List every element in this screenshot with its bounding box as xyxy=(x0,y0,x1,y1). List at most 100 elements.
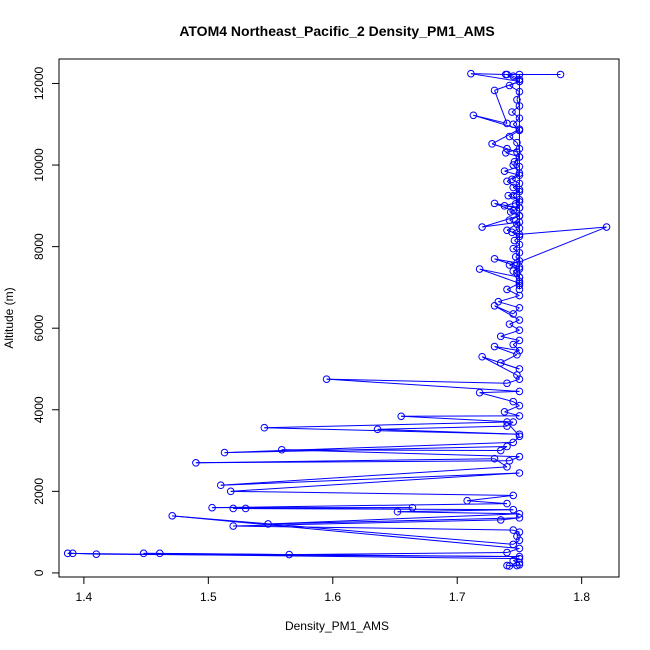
data-point xyxy=(509,505,518,514)
series-segment xyxy=(504,166,520,172)
data-point xyxy=(503,561,511,570)
series-segment xyxy=(516,535,520,541)
data-point xyxy=(220,448,229,457)
series-segment xyxy=(512,344,520,351)
series-segment xyxy=(491,143,508,150)
series-segment xyxy=(506,547,520,554)
data-point xyxy=(513,259,521,267)
data-point xyxy=(285,550,294,559)
data-point xyxy=(92,550,101,558)
series-segment xyxy=(494,346,518,356)
data-point xyxy=(509,244,518,253)
series-segment xyxy=(509,136,518,144)
series-segment xyxy=(509,323,520,331)
series-segment xyxy=(479,390,520,394)
series-segment xyxy=(281,449,501,452)
data-point xyxy=(515,336,524,345)
data-point xyxy=(501,70,510,79)
data-point xyxy=(515,75,524,84)
series-segment xyxy=(512,156,520,166)
series-segment xyxy=(230,490,514,496)
data-point xyxy=(503,442,511,451)
series-segment xyxy=(494,346,520,352)
data-point xyxy=(515,263,524,271)
series-segment xyxy=(401,415,514,423)
series-segment xyxy=(479,392,514,403)
x-tick-label: 1.7 xyxy=(449,590,466,604)
data-point xyxy=(505,562,514,570)
series-segment xyxy=(506,180,520,190)
data-point xyxy=(515,87,524,96)
y-tick-label: 0 xyxy=(32,569,46,576)
data-point xyxy=(509,438,518,447)
data-point xyxy=(515,401,524,410)
series-segment xyxy=(172,515,514,545)
y-tick-label: 8000 xyxy=(32,233,46,260)
data-point xyxy=(496,446,505,455)
data-point xyxy=(515,412,524,420)
data-point xyxy=(515,218,524,226)
plot-frame xyxy=(58,58,620,578)
data-point xyxy=(503,177,511,186)
series-segment xyxy=(397,509,514,513)
data-point xyxy=(515,432,524,441)
series-segment xyxy=(516,226,607,264)
data-point xyxy=(139,549,148,558)
data-point xyxy=(515,185,524,194)
y-tick-label: 10000 xyxy=(32,148,46,182)
data-point xyxy=(503,119,511,128)
series-segment xyxy=(481,215,520,228)
data-point xyxy=(513,220,521,228)
series-segment xyxy=(220,466,508,486)
data-point xyxy=(510,236,519,245)
series-segment xyxy=(233,525,514,531)
y-tick-label: 4000 xyxy=(32,396,46,423)
series-segment xyxy=(264,427,520,435)
data-point xyxy=(260,423,269,432)
y-tick-label: 2000 xyxy=(32,478,46,505)
series-segment xyxy=(467,500,508,505)
series-segment xyxy=(224,441,514,454)
y-axis: 0 2000 4000 6000 8000 10000 12000 xyxy=(32,66,60,576)
series-segment xyxy=(516,374,520,380)
data-point xyxy=(156,549,164,558)
series-segment xyxy=(509,85,520,93)
data-point xyxy=(509,161,518,169)
data-point xyxy=(505,320,514,328)
series-segment xyxy=(511,105,520,113)
x-tick-label: 1.8 xyxy=(573,590,590,604)
data-point xyxy=(515,326,524,335)
data-point xyxy=(515,536,524,545)
data-point xyxy=(490,199,499,208)
series-segment xyxy=(504,405,520,413)
data-point xyxy=(505,261,514,269)
x-tick-label: 1.4 xyxy=(76,590,93,604)
data-point xyxy=(515,291,524,300)
series-segment xyxy=(516,151,520,158)
series-segment xyxy=(494,305,520,321)
series-segment xyxy=(326,378,520,392)
series-segment xyxy=(233,507,514,511)
data-point xyxy=(508,108,516,116)
data-point xyxy=(503,226,511,235)
data-point xyxy=(63,549,72,558)
data-point xyxy=(515,240,524,249)
series-segment xyxy=(220,472,520,486)
data-point xyxy=(469,111,478,120)
data-point xyxy=(515,452,524,461)
x-tick-label: 1.5 xyxy=(200,590,217,604)
data-point xyxy=(515,171,524,180)
data-point xyxy=(513,350,521,359)
data-point xyxy=(504,191,513,200)
data-point xyxy=(373,425,382,434)
data-point xyxy=(503,379,511,388)
series-segment xyxy=(504,411,520,417)
series-segment xyxy=(494,458,508,468)
data-point xyxy=(467,69,475,78)
data-point xyxy=(503,499,511,508)
data-point xyxy=(322,375,331,383)
data-point xyxy=(509,540,518,549)
data-point xyxy=(208,503,216,512)
data-point xyxy=(226,487,235,496)
data-point xyxy=(509,267,518,275)
